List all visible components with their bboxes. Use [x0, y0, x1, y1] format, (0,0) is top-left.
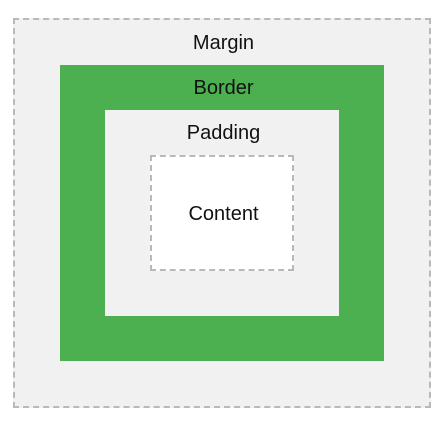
content-area	[150, 155, 294, 271]
border-label: Border	[193, 77, 254, 99]
padding-label: Padding	[186, 122, 261, 144]
content-label: Content	[188, 203, 259, 225]
margin-label: Margin	[192, 32, 255, 54]
